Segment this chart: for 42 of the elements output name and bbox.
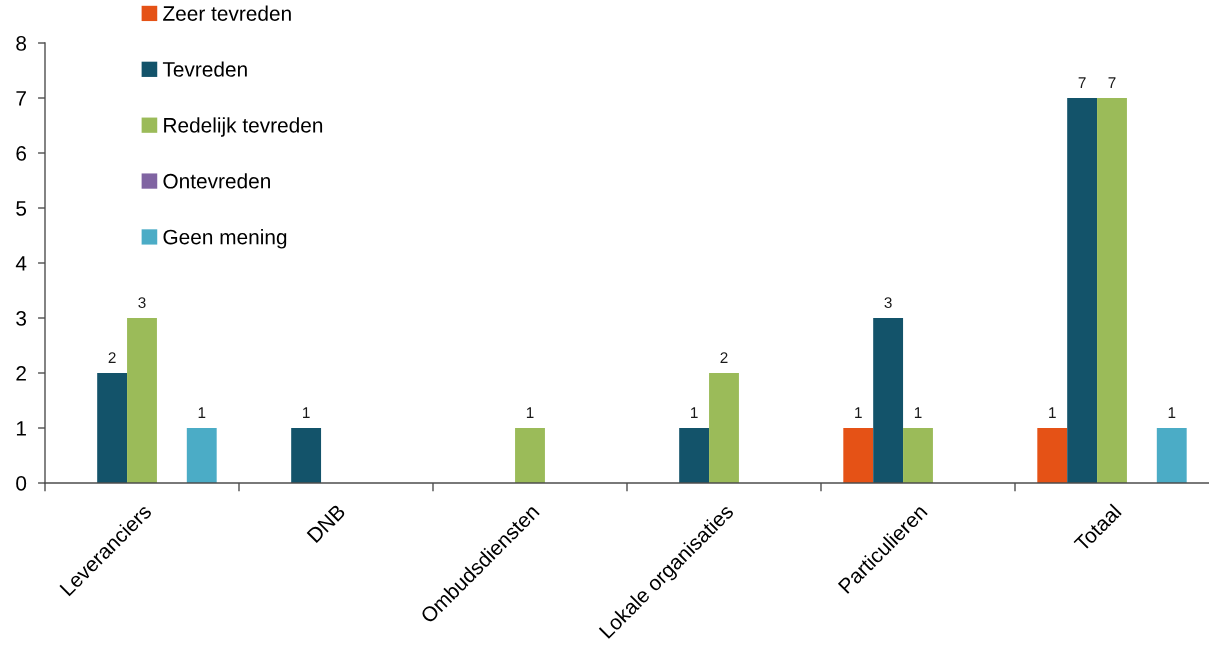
y-tick-label: 5 [16, 201, 27, 216]
y-tick-label: 6 [16, 146, 27, 161]
data-label: 1 [198, 407, 206, 418]
data-label: 3 [138, 297, 146, 309]
y-tick-label: 3 [16, 311, 27, 326]
bar [127, 318, 157, 483]
data-label: 1 [914, 407, 922, 418]
data-label: 1 [1049, 407, 1056, 418]
data-label: 7 [1108, 77, 1116, 88]
bar [709, 373, 739, 483]
data-label: 7 [1078, 77, 1086, 88]
bar [903, 428, 933, 483]
legend-label: Ontevreden [163, 173, 270, 189]
data-label: 1 [303, 407, 310, 418]
bar [515, 428, 545, 483]
bar [186, 428, 217, 483]
legend-label: Redelijk tevreden [164, 117, 323, 137]
y-tick-label: 7 [16, 91, 26, 106]
y-tick-label: 1 [16, 421, 26, 436]
data-label: 3 [884, 297, 892, 309]
data-label: 2 [108, 352, 116, 363]
bar [843, 428, 874, 483]
data-label: 1 [526, 407, 534, 418]
bar [291, 428, 322, 483]
legend-label: Tevreden [162, 61, 247, 77]
y-tick-label: 0 [16, 476, 27, 491]
y-tick-label: 2 [16, 366, 26, 381]
bar [1037, 428, 1068, 483]
y-tick-label: 8 [16, 36, 27, 51]
data-label: 1 [691, 407, 698, 418]
legend-label: Zeer tevreden [163, 5, 291, 21]
bar [1097, 98, 1127, 483]
legend-label: Geen mening [163, 229, 287, 249]
data-label: 1 [1168, 407, 1176, 418]
bar [679, 428, 710, 483]
y-tick-label: 4 [15, 256, 27, 271]
bar [1156, 428, 1187, 483]
bar [97, 373, 128, 483]
bar [873, 318, 904, 483]
data-label: 2 [720, 352, 728, 363]
bar [1067, 98, 1098, 483]
data-label: 1 [855, 407, 862, 418]
